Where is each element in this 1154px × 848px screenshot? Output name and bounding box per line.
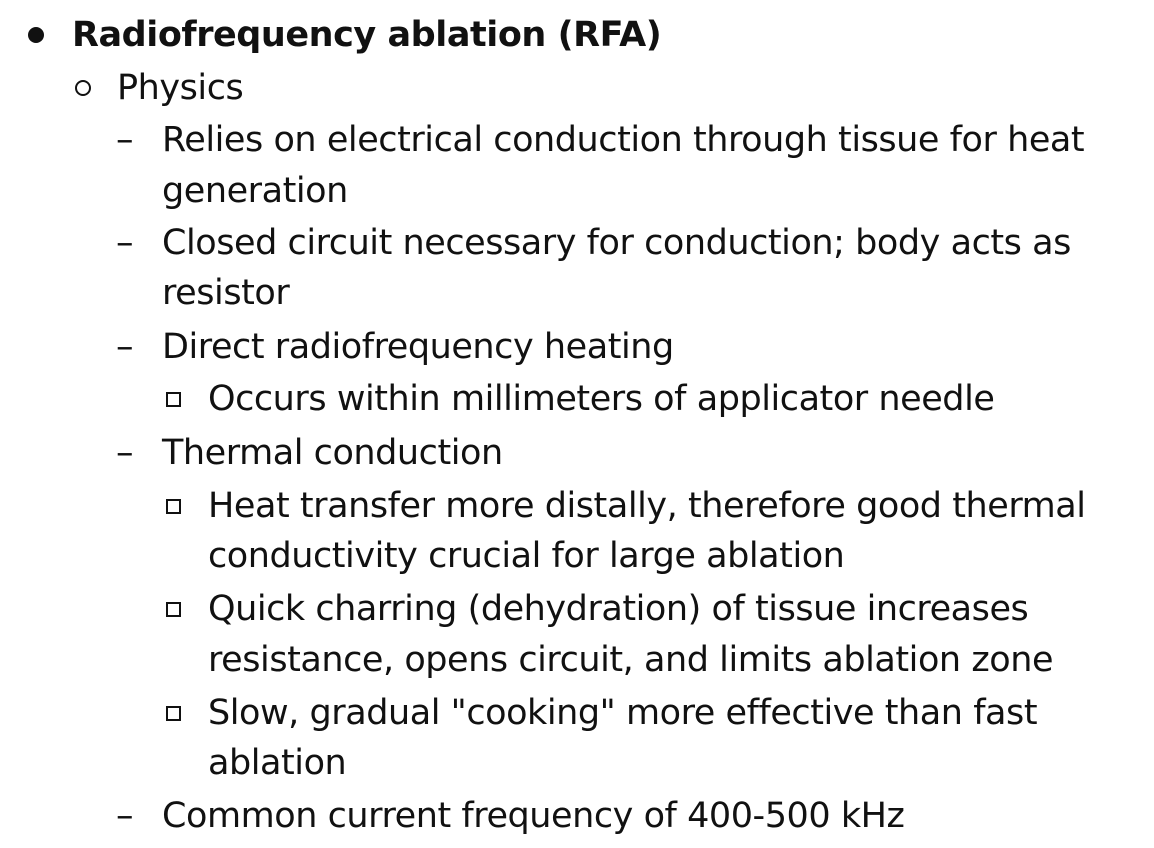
sub-list-item-line: Heat transfer more distally, therefore g… xyxy=(208,486,1086,526)
list-item-line: Relies on electrical conduction through … xyxy=(162,120,1085,160)
bullet-square-icon xyxy=(166,602,181,617)
bullet-dash-icon: – xyxy=(116,223,134,263)
bullet-dash-icon: – xyxy=(116,433,134,473)
sub-list-item-line: conductivity crucial for large ablation xyxy=(208,536,845,576)
list-item-line: generation xyxy=(162,171,348,211)
sub-list-item-line: ablation xyxy=(208,743,347,783)
list-item-line: Closed circuit necessary for conduction;… xyxy=(162,223,1071,263)
bullet-circle-icon xyxy=(75,80,91,96)
list-item-line: resistor xyxy=(162,273,290,313)
section-heading: Physics xyxy=(117,68,244,108)
bullet-disc-icon xyxy=(28,27,44,43)
bullet-square-icon xyxy=(166,706,181,721)
sub-list-item-line: Slow, gradual "cooking" more effective t… xyxy=(208,693,1038,733)
list-item-line: Thermal conduction xyxy=(162,433,503,473)
list-item-line: Direct radiofrequency heating xyxy=(162,327,674,367)
bullet-dash-icon: – xyxy=(116,796,134,836)
list-item-line: Common current frequency of 400-500 kHz xyxy=(162,796,905,836)
sub-list-item-line: Occurs within millimeters of applicator … xyxy=(208,379,995,419)
sub-list-item-line: resistance, opens circuit, and limits ab… xyxy=(208,640,1054,680)
bullet-square-icon xyxy=(166,392,181,407)
bullet-dash-icon: – xyxy=(116,327,134,367)
sub-list-item-line: Quick charring (dehydration) of tissue i… xyxy=(208,589,1029,629)
bullet-square-icon xyxy=(166,499,181,514)
outline-title: Radiofrequency ablation (RFA) xyxy=(72,15,662,55)
bullet-dash-icon: – xyxy=(116,120,134,160)
